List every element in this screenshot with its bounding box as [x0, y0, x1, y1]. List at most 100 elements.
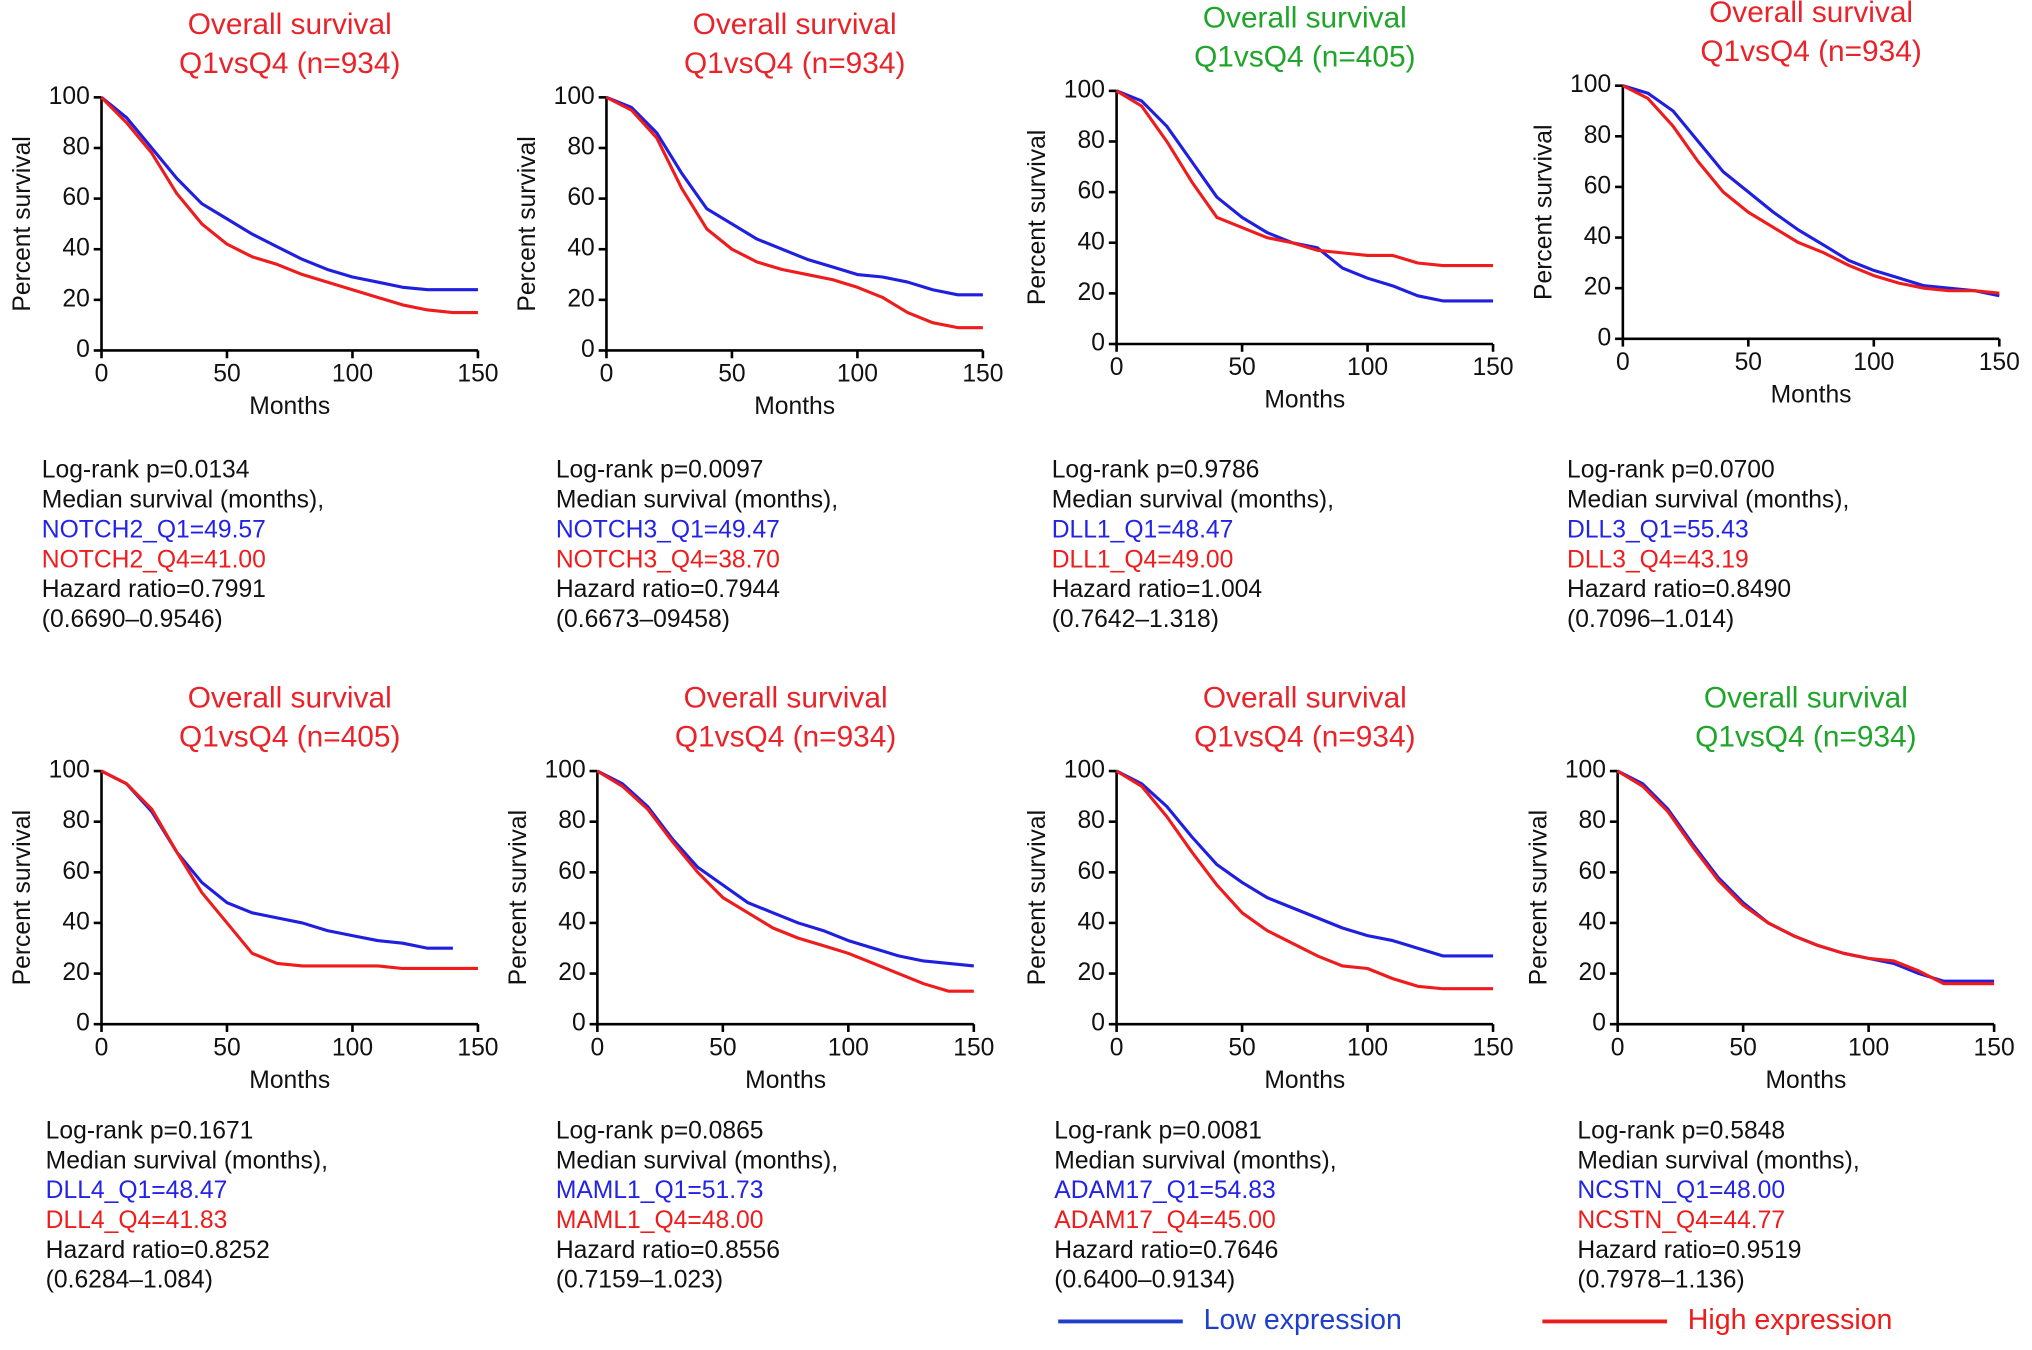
x-axis-label: Months — [1264, 387, 1345, 414]
y-tick-label: 20 — [1579, 959, 1606, 986]
annotation: (0.7642–1.318) — [1052, 606, 1219, 633]
x-tick-label: 150 — [953, 1034, 994, 1061]
y-axis-label: Percent survival — [514, 136, 541, 311]
y-tick-label: 100 — [545, 757, 586, 784]
x-tick-label: 0 — [1611, 1034, 1625, 1061]
y-axis-label: Percent survival — [505, 810, 532, 985]
x-tick-label: 0 — [95, 361, 109, 388]
survival-curve — [1115, 89, 1494, 268]
chart-subtitle: Q1vsQ4 (n=405) — [179, 720, 400, 753]
y-tick-label: 40 — [1077, 908, 1104, 935]
y-tick-label: 0 — [1091, 330, 1105, 357]
annotation: DLL3_Q1=55.43 — [1567, 516, 1749, 543]
annotation: Median survival (months), — [46, 1147, 328, 1174]
x-axis-label: Months — [1264, 1067, 1345, 1094]
annotation: (0.6400–0.9134) — [1054, 1267, 1235, 1294]
x-axis-label: Months — [1771, 381, 1852, 408]
y-tick-label: 0 — [581, 336, 595, 363]
annotation: Median survival (months), — [42, 487, 324, 514]
x-tick-label: 150 — [1472, 354, 1513, 381]
survival-curve — [100, 769, 453, 950]
chart-subtitle: Q1vsQ4 (n=934) — [1194, 720, 1415, 753]
annotation: MAML1_Q4=48.00 — [556, 1207, 764, 1234]
x-tick-label: 0 — [600, 361, 614, 388]
survival-curve — [100, 769, 478, 971]
y-tick-label: 0 — [1592, 1010, 1606, 1037]
annotation: DLL4_Q1=48.47 — [46, 1177, 228, 1204]
x-tick-label: 150 — [457, 361, 498, 388]
chart-title: Overall survival — [1709, 0, 1913, 29]
annotation: NOTCH2_Q1=49.57 — [42, 516, 266, 543]
annotation: NCSTN_Q1=48.00 — [1577, 1177, 1785, 1204]
y-tick-label: 60 — [558, 858, 585, 885]
y-tick-label: 0 — [76, 336, 90, 363]
survival-curve — [596, 769, 974, 993]
x-axis-label: Months — [249, 393, 330, 420]
x-tick-label: 50 — [213, 1034, 240, 1061]
y-tick-label: 20 — [1077, 279, 1104, 306]
annotation: Hazard ratio=0.7944 — [556, 576, 780, 603]
y-tick-label: 100 — [554, 83, 595, 110]
x-tick-label: 0 — [1616, 349, 1630, 376]
x-tick-label: 50 — [1228, 354, 1255, 381]
x-tick-label: 100 — [828, 1034, 869, 1061]
y-tick-label: 60 — [1579, 858, 1606, 885]
y-tick-label: 80 — [558, 807, 585, 834]
x-tick-label: 50 — [213, 361, 240, 388]
survival-curve — [605, 95, 983, 330]
x-tick-label: 150 — [962, 361, 1003, 388]
annotation: (0.7096–1.014) — [1567, 606, 1734, 633]
annotation: MAML1_Q1=51.73 — [556, 1177, 764, 1204]
annotation: Hazard ratio=0.9519 — [1577, 1237, 1801, 1264]
survival-curve — [1115, 769, 1494, 958]
survival-curve — [596, 769, 974, 968]
annotation: Median survival (months), — [1052, 487, 1334, 514]
y-tick-label: 80 — [1077, 127, 1104, 154]
x-axis-label: Months — [754, 393, 835, 420]
x-tick-label: 0 — [1110, 1034, 1124, 1061]
x-tick-label: 100 — [1347, 354, 1388, 381]
y-tick-label: 80 — [1077, 807, 1104, 834]
x-tick-label: 150 — [1979, 349, 2020, 376]
annotation: (0.6673–09458) — [556, 606, 730, 633]
legend-label: Low expression — [1204, 1304, 1402, 1336]
x-tick-label: 0 — [95, 1034, 109, 1061]
x-tick-label: 0 — [591, 1034, 605, 1061]
y-tick-label: 20 — [1077, 959, 1104, 986]
survival-curve — [1116, 89, 1494, 303]
annotation: Hazard ratio=0.7991 — [42, 576, 266, 603]
x-tick-label: 100 — [837, 361, 878, 388]
x-axis-label: Months — [745, 1067, 826, 1094]
survival-curve — [100, 96, 478, 292]
survival-curve — [1622, 84, 2000, 298]
annotation: (0.7978–1.136) — [1577, 1267, 1744, 1294]
annotation: DLL1_Q1=48.47 — [1052, 516, 1234, 543]
y-tick-label: 100 — [1565, 757, 1606, 784]
annotation: Log-rank p=0.0865 — [556, 1117, 764, 1144]
y-tick-label: 40 — [1077, 228, 1104, 255]
x-tick-label: 100 — [332, 1034, 373, 1061]
y-tick-label: 60 — [62, 858, 89, 885]
chart-subtitle: Q1vsQ4 (n=405) — [1194, 40, 1415, 73]
annotation: ADAM17_Q4=45.00 — [1054, 1207, 1275, 1234]
annotation: Hazard ratio=1.004 — [1052, 576, 1262, 603]
y-axis-label: Percent survival — [1530, 125, 1557, 300]
annotation: DLL3_Q4=43.19 — [1567, 546, 1749, 573]
y-tick-label: 20 — [567, 285, 594, 312]
legend-label: High expression — [1688, 1304, 1893, 1336]
chart-subtitle: Q1vsQ4 (n=934) — [179, 47, 400, 80]
x-tick-label: 150 — [457, 1034, 498, 1061]
y-axis-label: Percent survival — [1024, 810, 1051, 985]
annotation: Median survival (months), — [556, 1147, 838, 1174]
annotation: Log-rank p=0.0081 — [1054, 1117, 1262, 1144]
survival-curve — [1616, 769, 1995, 986]
annotation: ADAM17_Q1=54.83 — [1054, 1177, 1275, 1204]
x-tick-label: 50 — [1228, 1034, 1255, 1061]
annotation: (0.6284–1.084) — [46, 1267, 213, 1294]
annotation: DLL4_Q4=41.83 — [46, 1207, 228, 1234]
y-tick-label: 100 — [49, 757, 90, 784]
x-tick-label: 100 — [1853, 349, 1894, 376]
y-tick-label: 20 — [558, 959, 585, 986]
annotation: Log-rank p=0.0134 — [42, 457, 250, 484]
